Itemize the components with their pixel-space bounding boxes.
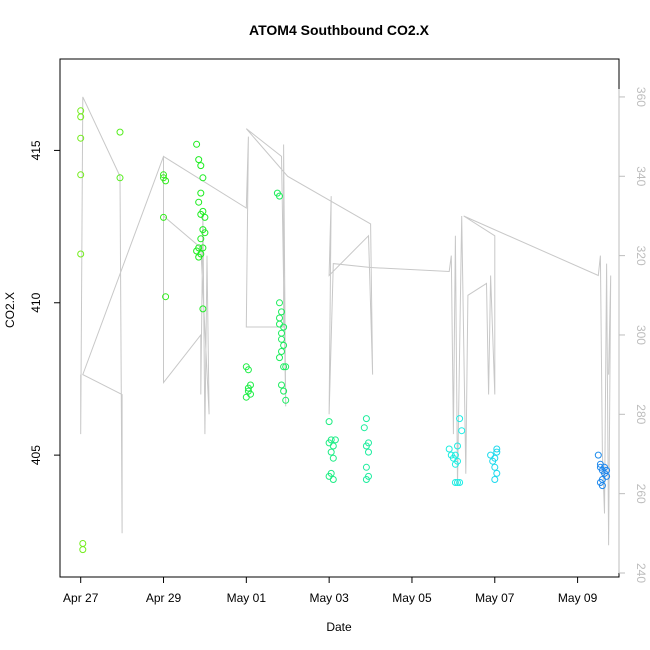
data-point-11: [160, 213, 167, 221]
data-point-38: [244, 384, 252, 392]
data-point-8: [116, 174, 124, 182]
data-point-12: [162, 293, 170, 301]
data-point-56: [325, 418, 333, 426]
data-point-55: [276, 314, 283, 322]
y2-tick-label-1: 260: [634, 484, 648, 504]
data-point-19: [195, 198, 203, 206]
data-point-51: [280, 387, 288, 395]
x-tick-label-5: May 07: [475, 591, 515, 605]
data-point-47: [276, 354, 283, 362]
y2-tick-label-3: 300: [634, 325, 648, 345]
data-point-66: [360, 424, 368, 432]
data-point-104: [596, 460, 604, 468]
y-axis-label: CO2.X: [3, 292, 17, 328]
data-point-81: [456, 415, 464, 423]
x-tick-label-1: Apr 29: [146, 591, 182, 605]
x-axis-label: Date: [326, 620, 352, 634]
data-point-23: [197, 235, 205, 243]
data-point-53: [278, 335, 285, 343]
data-point-84: [454, 479, 461, 486]
data-point-91: [493, 469, 501, 477]
y-tick-label-1: 410: [29, 292, 43, 312]
data-point-60: [329, 454, 337, 462]
data-point-4: [77, 250, 85, 258]
co2-points: [77, 107, 611, 554]
data-point-42: [278, 308, 285, 316]
data-point-16: [197, 162, 205, 170]
data-point-80: [454, 457, 461, 465]
data-point-82: [458, 427, 466, 435]
data-point-70: [365, 448, 372, 456]
data-point-15: [195, 156, 203, 164]
right-axis-line-path: [80, 96, 612, 546]
x-tick-label-0: Apr 27: [63, 591, 99, 605]
data-point-40: [276, 192, 283, 200]
data-point-28: [199, 244, 207, 252]
data-point-103: [598, 482, 606, 490]
data-point-48: [280, 363, 288, 371]
data-point-17: [199, 174, 207, 182]
data-point-3: [77, 171, 85, 179]
data-point-46: [278, 348, 285, 355]
data-point-50: [278, 381, 285, 389]
data-point-64: [325, 472, 333, 480]
data-point-2: [77, 134, 85, 142]
axes: Apr 27 Apr 29 May 01 May 03 May 05 May 07 May …: [29, 87, 648, 605]
data-point-6: [79, 546, 87, 554]
data-point-102: [603, 466, 611, 474]
chart-title: ATOM4 Southbound CO2.X: [249, 22, 430, 38]
y-tick-label-2: 415: [29, 140, 43, 160]
data-point-92: [491, 476, 499, 483]
data-point-27: [197, 250, 205, 258]
data-point-1: [77, 113, 85, 121]
y-tick-label-0: 405: [29, 445, 43, 465]
data-point-83: [451, 479, 459, 486]
data-point-71: [362, 463, 370, 471]
data-point-89: [493, 448, 501, 456]
data-point-88: [491, 463, 499, 471]
data-point-14: [193, 140, 201, 148]
data-point-52: [282, 396, 290, 404]
x-tick-label-3: May 03: [309, 591, 349, 605]
data-point-41: [276, 299, 283, 307]
data-point-78: [454, 442, 461, 450]
y2-tick-label-6: 360: [634, 87, 648, 107]
y2-tick-label-2: 280: [634, 404, 648, 424]
data-point-54: [280, 323, 288, 331]
data-point-69: [362, 442, 370, 450]
data-point-90: [491, 454, 499, 462]
data-point-37: [247, 390, 254, 398]
data-point-45: [280, 341, 288, 349]
data-point-85: [456, 479, 464, 486]
data-point-59: [327, 448, 335, 456]
data-point-13: [160, 174, 167, 182]
y2-tick-label-4: 320: [634, 246, 648, 266]
data-point-73: [362, 476, 370, 483]
y2-tick-label-0: 240: [634, 563, 648, 583]
data-point-79: [451, 451, 459, 459]
x-tick-label-6: May 09: [558, 591, 598, 605]
y2-tick-label-5: 340: [634, 166, 648, 186]
x-tick-label-2: May 01: [227, 591, 267, 605]
data-point-9: [160, 171, 167, 179]
x-tick-label-4: May 05: [392, 591, 432, 605]
data-point-61: [325, 439, 333, 447]
data-point-30: [199, 305, 207, 313]
data-point-67: [362, 415, 370, 423]
data-point-94: [594, 451, 602, 459]
data-point-33: [244, 366, 252, 374]
data-point-49: [282, 363, 290, 371]
data-point-31: [197, 210, 205, 218]
right-axis-series: [80, 96, 612, 546]
data-point-18: [197, 189, 205, 197]
data-point-29: [201, 229, 209, 237]
data-point-65: [331, 436, 339, 444]
data-point-93: [493, 445, 501, 453]
data-point-7: [116, 128, 124, 136]
data-point-74: [445, 445, 453, 453]
